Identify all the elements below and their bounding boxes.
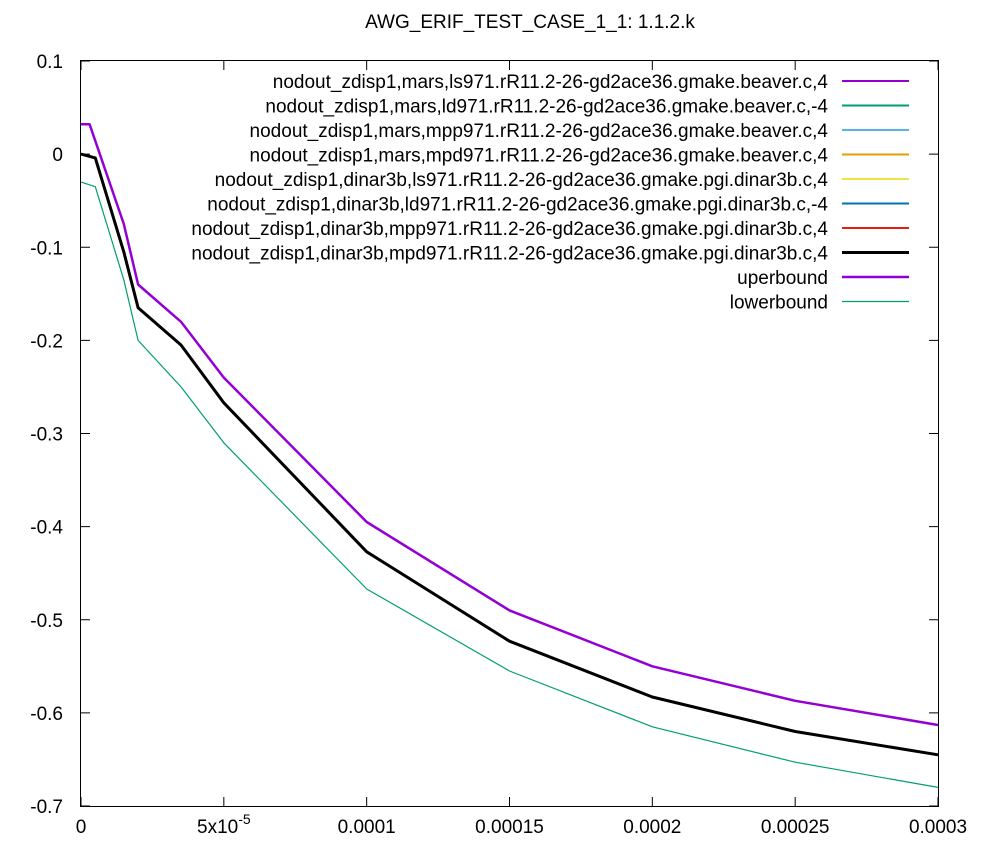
series-line-8	[80, 152, 939, 757]
legend-label: nodout_zdisp1,mars,mpp971.rR11.2-26-gd2a…	[250, 121, 829, 142]
y-tick-label: -0.5	[30, 611, 63, 632]
series-line-10	[80, 181, 939, 788]
legend-label: nodout_zdisp1,dinar3b,mpd971.rR11.2-26-g…	[191, 244, 828, 265]
legend-label: nodout_zdisp1,mars,mpd971.rR11.2-26-gd2a…	[250, 146, 829, 167]
legend: nodout_zdisp1,mars,ls971.rR11.2-26-gd2ac…	[191, 72, 909, 314]
legend-label: nodout_zdisp1,mars,ld971.rR11.2-26-gd2ac…	[265, 97, 828, 118]
chart-title: AWG_ERIF_TEST_CASE_1_1: 1.1.2.k	[365, 12, 695, 33]
plot-frame	[80, 60, 939, 807]
x-tick-label: 5x10-5	[197, 811, 251, 838]
y-tick-label: -0.2	[30, 331, 63, 352]
x-tick-label: 0.0003	[909, 817, 967, 838]
series-line-9	[81, 123, 939, 727]
x-tick-label: 0.00025	[761, 817, 830, 838]
x-tick-exponent: -5	[238, 811, 251, 827]
x-tick-label: 0	[76, 817, 87, 838]
legend-label: nodout_zdisp1,dinar3b,ld971.rR11.2-26-gd…	[207, 195, 828, 216]
y-tick-label: 0	[52, 145, 63, 166]
axis-ticks: 0 5x10-5 0.0001 0.00015 0.0002 0.00025 0.0003 0…	[30, 52, 967, 838]
x-tick-label: 0.00015	[475, 817, 544, 838]
y-tick-label: 0.1	[37, 52, 63, 73]
y-tick-label: -0.1	[30, 238, 63, 259]
y-tick-label: -0.3	[30, 425, 63, 446]
legend-label: nodout_zdisp1,dinar3b,mpp971.rR11.2-26-g…	[191, 219, 828, 240]
y-tick-label: -0.4	[30, 518, 63, 539]
legend-label: nodout_zdisp1,dinar3b,ls971.rR11.2-26-gd…	[215, 170, 829, 191]
y-tick-label: -0.6	[30, 704, 63, 725]
series-lines	[80, 123, 939, 788]
legend-label: uperbound	[737, 268, 828, 289]
y-tick-label: -0.7	[30, 797, 63, 818]
legend-label: lowerbound	[730, 293, 828, 314]
x-tick-label: 0.0002	[623, 817, 681, 838]
x-tick-label: 0.0001	[338, 817, 396, 838]
legend-label: nodout_zdisp1,mars,ls971.rR11.2-26-gd2ac…	[273, 72, 829, 93]
